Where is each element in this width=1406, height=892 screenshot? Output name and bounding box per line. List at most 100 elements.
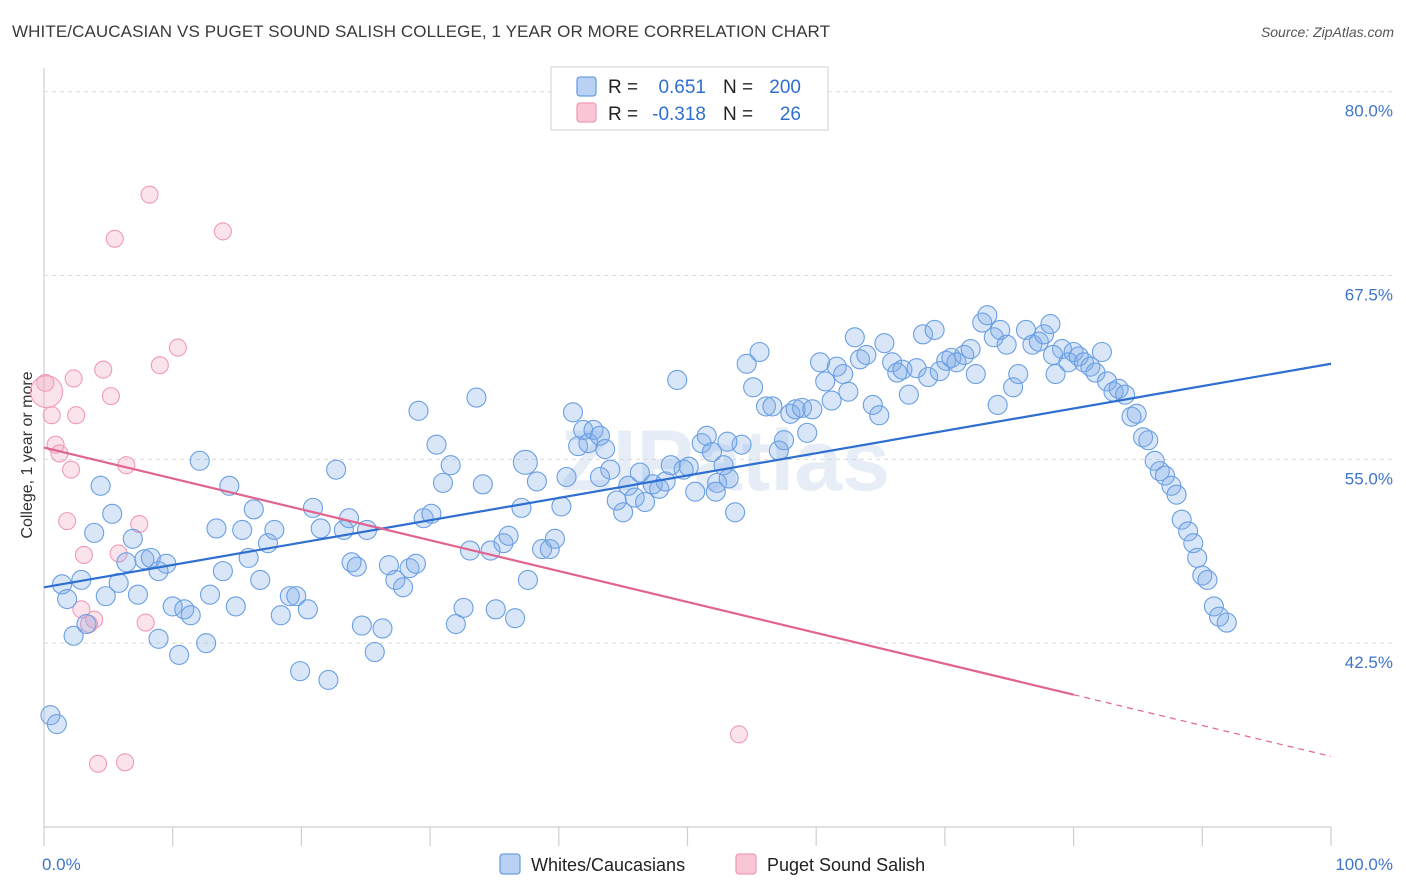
whites-point bbox=[821, 390, 842, 411]
whites-point bbox=[749, 341, 770, 363]
whites-point bbox=[667, 369, 688, 390]
whites-point bbox=[1008, 364, 1029, 385]
whites-point bbox=[1126, 403, 1147, 424]
whites-point bbox=[432, 472, 454, 493]
whites-point bbox=[189, 450, 210, 471]
whites-point bbox=[1033, 324, 1055, 345]
whites-point bbox=[544, 528, 565, 549]
legend-n-label-1: N = bbox=[723, 77, 753, 98]
source-credit: Source: ZipAtlas.com bbox=[1260, 24, 1394, 40]
whites-point bbox=[445, 614, 466, 635]
whites-point bbox=[705, 481, 726, 502]
whites-point bbox=[206, 518, 227, 539]
whites-point bbox=[116, 552, 137, 573]
whites-point bbox=[1138, 430, 1159, 451]
whites-point bbox=[833, 364, 854, 385]
whites-point bbox=[960, 339, 981, 360]
whites-point bbox=[95, 586, 116, 607]
salish-point bbox=[74, 545, 93, 564]
whites-point bbox=[46, 714, 67, 735]
whites-point bbox=[232, 519, 253, 540]
whites-point bbox=[725, 502, 746, 523]
whites-point bbox=[243, 499, 264, 520]
whites-point bbox=[498, 525, 519, 546]
legend-n-label-2: N = bbox=[723, 104, 753, 125]
whites-point bbox=[426, 434, 447, 455]
salish-point bbox=[89, 754, 108, 773]
legend-n-value-2: 26 bbox=[780, 104, 801, 125]
whites-point bbox=[898, 384, 919, 405]
whites-point bbox=[63, 625, 84, 646]
salish-point bbox=[58, 512, 77, 531]
whites-point bbox=[600, 459, 621, 480]
whites-point bbox=[84, 522, 105, 543]
whites-point bbox=[76, 614, 97, 635]
whites-point bbox=[1203, 596, 1224, 617]
whites-point bbox=[279, 586, 300, 607]
whites-point bbox=[250, 569, 271, 590]
whites-point bbox=[57, 589, 78, 610]
salish-point bbox=[140, 185, 159, 204]
whites-point bbox=[378, 555, 399, 576]
whites-point bbox=[174, 599, 195, 620]
series-legend: Whites/Caucasians Puget Sound Salish bbox=[499, 853, 925, 875]
salish-point bbox=[94, 360, 113, 379]
y-tick-label: 67.5% bbox=[1345, 286, 1393, 305]
whites-point bbox=[264, 519, 285, 540]
whites-point bbox=[1097, 371, 1118, 392]
whites-point bbox=[1216, 612, 1237, 633]
x-tick-label-start: 0.0% bbox=[42, 855, 81, 874]
whites-point bbox=[624, 487, 645, 508]
whites-point bbox=[882, 352, 903, 373]
whites-point bbox=[797, 422, 818, 443]
axes bbox=[43, 68, 1332, 846]
whites-point bbox=[946, 352, 967, 373]
legend-swatch-pink bbox=[576, 102, 597, 123]
legend-r-label-1: R = bbox=[608, 77, 638, 98]
whites-point bbox=[556, 466, 577, 488]
bottom-legend-label-whites: Whites/Caucasians bbox=[531, 855, 685, 875]
whites-point bbox=[743, 377, 764, 398]
whites-point bbox=[562, 402, 584, 423]
salish-point bbox=[36, 373, 55, 392]
whites-point bbox=[1187, 547, 1208, 568]
whites-point bbox=[696, 425, 717, 446]
salish-point bbox=[42, 406, 61, 425]
whites-point bbox=[701, 441, 723, 463]
whites-point bbox=[1003, 377, 1024, 398]
y-tick-label: 55.0% bbox=[1345, 469, 1393, 488]
whites-point bbox=[511, 497, 532, 518]
whites-point bbox=[526, 471, 547, 492]
whites-point bbox=[629, 462, 650, 483]
whites-point bbox=[987, 394, 1008, 415]
whites-point bbox=[372, 618, 393, 639]
whites-point bbox=[1144, 450, 1165, 471]
whites-point bbox=[1121, 406, 1142, 427]
whites-point bbox=[199, 584, 221, 605]
legend-swatch-blue bbox=[576, 76, 597, 97]
whites-point-large bbox=[512, 449, 538, 475]
salish-point-large bbox=[30, 375, 64, 409]
whites-point bbox=[773, 430, 795, 451]
whites-point bbox=[1108, 378, 1129, 399]
whites-point bbox=[270, 605, 291, 626]
whites-point bbox=[196, 633, 217, 654]
whites-point bbox=[936, 350, 957, 371]
salish-point bbox=[64, 369, 83, 388]
series-whites-caucasians bbox=[40, 305, 1237, 735]
whites-point bbox=[290, 661, 311, 682]
legend-r-label-2: R = bbox=[608, 104, 638, 125]
trend-lines bbox=[43, 362, 1332, 757]
salish-point bbox=[67, 406, 86, 425]
whites-point bbox=[1042, 344, 1064, 365]
whites-point bbox=[466, 387, 487, 408]
whites-point bbox=[127, 584, 149, 605]
whites-point bbox=[996, 334, 1017, 355]
whites-point bbox=[385, 569, 406, 590]
whites-point bbox=[583, 419, 604, 440]
whites-point bbox=[1166, 484, 1187, 505]
whites-point bbox=[102, 503, 123, 524]
whites-point bbox=[589, 466, 611, 488]
whites-point bbox=[485, 599, 506, 620]
stats-legend: R = 0.651 N = 200 R = -0.318 N = 26 bbox=[550, 66, 829, 131]
